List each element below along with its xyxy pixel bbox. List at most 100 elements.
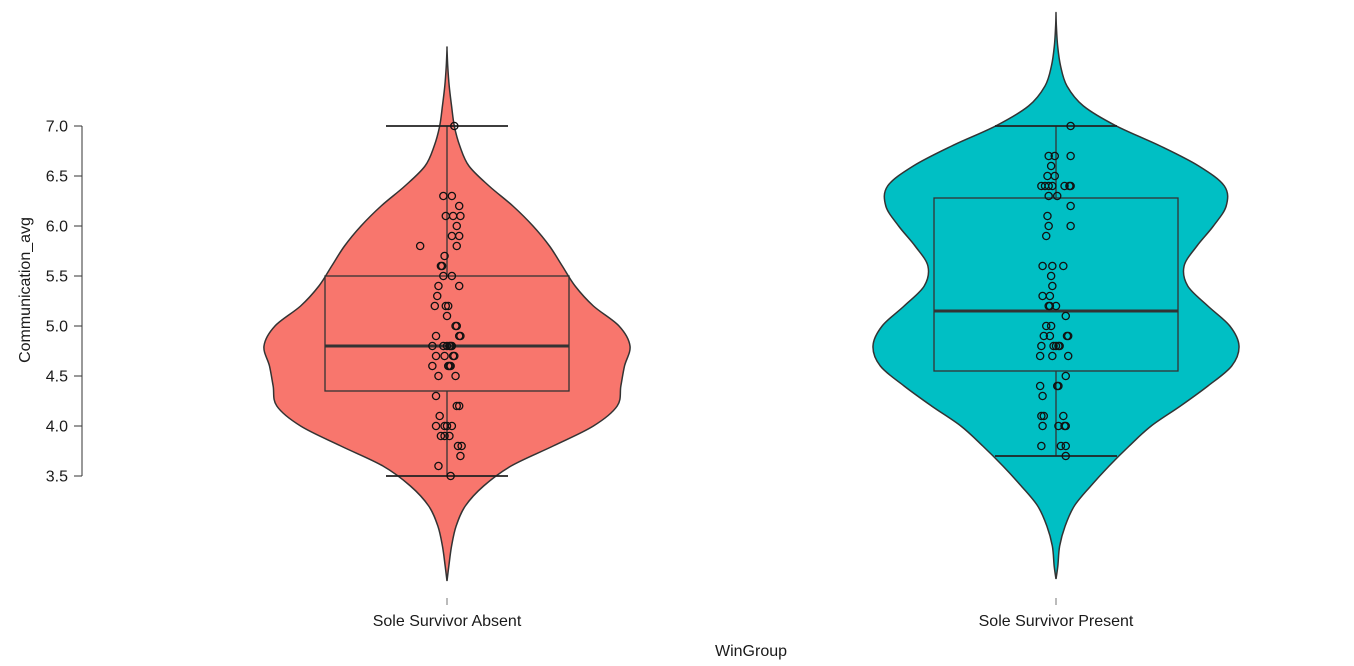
data-point bbox=[1060, 181, 1069, 191]
y-tick-label: 7.0 bbox=[46, 119, 68, 136]
data-point bbox=[1050, 151, 1060, 161]
data-point bbox=[1037, 411, 1046, 421]
data-point bbox=[442, 341, 452, 351]
data-point bbox=[447, 271, 457, 281]
violin-group bbox=[872, 11, 1240, 580]
data-point bbox=[443, 301, 453, 311]
y-tick-label: 5.5 bbox=[46, 269, 68, 286]
data-point bbox=[1048, 281, 1057, 291]
data-point bbox=[1038, 261, 1047, 271]
data-point bbox=[1059, 411, 1068, 421]
y-tick-label: 5.0 bbox=[46, 319, 68, 336]
data-point bbox=[434, 461, 443, 471]
y-axis-title: Communication_avg bbox=[17, 217, 34, 363]
data-point bbox=[435, 411, 444, 421]
x-tick-label: Sole Survivor Present bbox=[979, 613, 1134, 630]
data-point bbox=[1063, 351, 1073, 361]
violin-shape bbox=[263, 46, 631, 582]
data-point bbox=[1035, 351, 1045, 361]
x-axis-title: WinGroup bbox=[715, 643, 787, 660]
data-point bbox=[1037, 341, 1046, 351]
data-point bbox=[415, 241, 425, 251]
data-point bbox=[1035, 381, 1045, 391]
plot-area bbox=[263, 11, 1240, 582]
x-axis: Sole Survivor Absent Sole Survivor Presen… bbox=[373, 598, 1134, 630]
data-point bbox=[441, 301, 451, 311]
data-point bbox=[1049, 341, 1058, 351]
data-point bbox=[431, 331, 441, 341]
data-point bbox=[442, 311, 452, 321]
data-point bbox=[431, 391, 441, 401]
data-point bbox=[1061, 311, 1071, 321]
data-point bbox=[439, 271, 448, 281]
y-tick-label: 6.0 bbox=[46, 219, 68, 236]
data-point bbox=[452, 221, 462, 231]
data-point bbox=[1066, 121, 1075, 131]
data-point bbox=[1044, 221, 1053, 231]
data-point bbox=[1046, 321, 1056, 331]
data-point bbox=[437, 261, 447, 271]
data-point bbox=[452, 401, 462, 411]
x-tick-label: Sole Survivor Absent bbox=[373, 613, 522, 630]
data-point bbox=[1061, 421, 1071, 431]
data-point bbox=[457, 441, 466, 451]
data-point bbox=[446, 361, 455, 371]
y-tick-label: 3.5 bbox=[46, 469, 68, 486]
data-point bbox=[456, 211, 465, 221]
data-point bbox=[1038, 421, 1047, 431]
data-point bbox=[447, 341, 457, 351]
data-point bbox=[1043, 211, 1052, 221]
data-point bbox=[1059, 261, 1068, 271]
box-iqr bbox=[933, 197, 1179, 372]
data-point bbox=[452, 241, 462, 251]
data-point bbox=[1044, 191, 1053, 201]
data-point bbox=[1063, 331, 1073, 341]
data-point bbox=[454, 281, 464, 291]
data-point bbox=[1044, 181, 1053, 191]
data-point bbox=[1039, 411, 1049, 421]
data-point bbox=[1039, 331, 1049, 341]
data-point bbox=[1046, 161, 1056, 171]
data-point bbox=[1066, 221, 1075, 231]
data-point bbox=[1045, 331, 1055, 341]
data-point bbox=[456, 331, 465, 341]
data-point bbox=[1066, 151, 1075, 161]
data-point bbox=[1045, 291, 1055, 301]
violin-group bbox=[263, 46, 631, 582]
data-point bbox=[1038, 391, 1047, 401]
data-point bbox=[1051, 341, 1061, 351]
data-point bbox=[436, 431, 446, 441]
data-point bbox=[428, 361, 437, 371]
data-point bbox=[1052, 191, 1062, 201]
data-point bbox=[440, 431, 449, 441]
data-point bbox=[451, 371, 460, 381]
data-point bbox=[1055, 341, 1064, 351]
data-point bbox=[445, 431, 454, 441]
data-point bbox=[431, 351, 441, 361]
data-point bbox=[440, 251, 449, 261]
data-point bbox=[452, 321, 462, 331]
data-point bbox=[1066, 201, 1075, 211]
data-point bbox=[454, 401, 464, 411]
data-point bbox=[428, 341, 437, 351]
data-point bbox=[434, 281, 443, 291]
data-point bbox=[1061, 371, 1071, 381]
data-point bbox=[446, 471, 455, 481]
data-point bbox=[430, 301, 440, 311]
data-point bbox=[1048, 181, 1057, 191]
data-point bbox=[440, 351, 449, 361]
data-point bbox=[1051, 301, 1061, 311]
y-tick-label: 4.0 bbox=[46, 419, 68, 436]
data-point bbox=[1061, 451, 1071, 461]
data-point bbox=[1046, 271, 1056, 281]
y-axis: 3.5 4.0 4.5 5.0 5.5 6.0 6.5 7.0 bbox=[46, 119, 83, 486]
data-point bbox=[1054, 381, 1063, 391]
data-point bbox=[1048, 351, 1057, 361]
data-point bbox=[1041, 231, 1051, 241]
data-point bbox=[453, 441, 463, 451]
data-point bbox=[1056, 441, 1066, 451]
data-point bbox=[447, 421, 457, 431]
data-point bbox=[1050, 171, 1060, 181]
data-point bbox=[1037, 441, 1046, 451]
